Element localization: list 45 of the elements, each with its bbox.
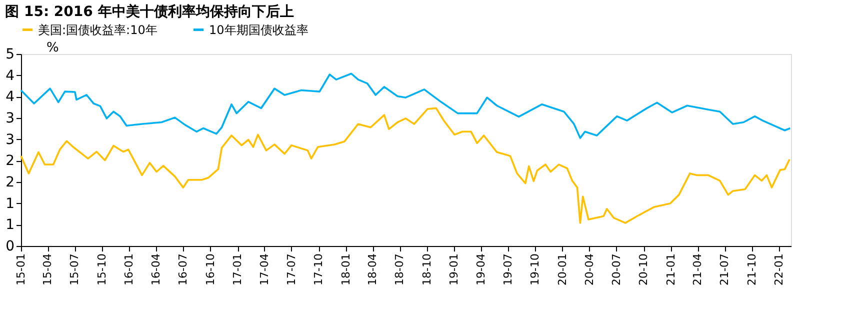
x-tick-label: 15-10 bbox=[95, 254, 108, 286]
x-tick-label: 17-01 bbox=[231, 254, 244, 286]
x-tick-label: 16-01 bbox=[122, 254, 136, 286]
y-tick-label: 3 bbox=[6, 132, 14, 148]
y-tick-label: 2 bbox=[6, 153, 14, 170]
x-tick-label: 17-07 bbox=[284, 254, 298, 286]
legend-label: 10年期国债收益率 bbox=[209, 22, 308, 37]
x-tick-label: 20-04 bbox=[582, 254, 596, 286]
x-tick-label: 20-01 bbox=[556, 254, 569, 286]
x-tick-label: 19-10 bbox=[528, 254, 542, 286]
y-tick-label: 4 bbox=[6, 68, 15, 84]
x-tick-label: 16-07 bbox=[176, 254, 190, 286]
line-series bbox=[20, 107, 790, 224]
y-axis-title: % bbox=[46, 40, 59, 56]
y-tick-label: 2 bbox=[6, 174, 14, 190]
x-tick-label: 18-04 bbox=[366, 254, 380, 286]
x-tick-label: 16-04 bbox=[150, 254, 163, 286]
y-tick-label: 0 bbox=[6, 238, 14, 254]
x-tick-label: 16-10 bbox=[204, 254, 217, 286]
x-tick-label: 21-07 bbox=[718, 254, 732, 286]
y-tick-label: 3 bbox=[6, 110, 14, 126]
x-tick-label: 18-07 bbox=[393, 254, 406, 286]
x-tick-label: 20-10 bbox=[637, 254, 650, 286]
x-tick-label: 15-01 bbox=[14, 254, 28, 286]
y-tick-label: 1 bbox=[6, 217, 14, 234]
x-tick-label: 18-10 bbox=[420, 254, 434, 286]
x-tick-label: 20-07 bbox=[610, 254, 623, 286]
y-tick-label: 5 bbox=[6, 46, 14, 62]
x-tick-label: 18-01 bbox=[339, 254, 352, 286]
x-tick-label: 21-10 bbox=[745, 254, 758, 286]
y-tick-label: 4 bbox=[6, 89, 15, 106]
x-tick-label: 22-01 bbox=[772, 254, 786, 286]
x-tick-label: 19-04 bbox=[474, 254, 488, 286]
y-tick-label: 1 bbox=[6, 196, 14, 212]
x-tick-label: 21-04 bbox=[691, 254, 704, 286]
chart-title: 图 15: 2016 年中美十债利率均保持向下后上 bbox=[5, 3, 294, 20]
x-tick-label: 15-04 bbox=[41, 254, 54, 286]
x-tick-label: 17-04 bbox=[258, 254, 271, 286]
line-series bbox=[20, 72, 792, 139]
x-tick-label: 17-10 bbox=[312, 254, 326, 286]
x-tick-label: 15-07 bbox=[68, 254, 82, 286]
legend-label: 美国:国债收益率:10年 bbox=[38, 22, 158, 37]
x-tick-label: 21-01 bbox=[664, 254, 678, 286]
x-tick-label: 19-01 bbox=[448, 254, 461, 286]
x-tick-label: 19-07 bbox=[501, 254, 514, 286]
